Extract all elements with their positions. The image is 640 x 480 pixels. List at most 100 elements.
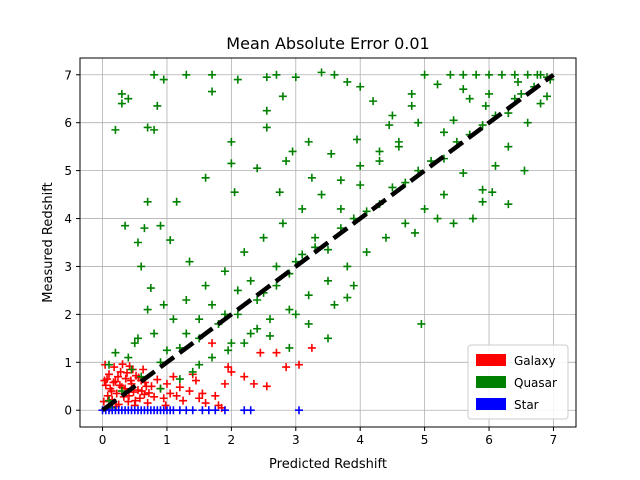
data-point-quasar xyxy=(208,300,217,309)
data-point-quasar xyxy=(282,157,291,166)
data-point-quasar xyxy=(298,204,307,213)
data-point-galaxy xyxy=(282,363,291,372)
data-point-quasar xyxy=(162,346,171,355)
data-point-quasar xyxy=(465,94,474,103)
data-point-quasar xyxy=(201,173,210,182)
data-point-galaxy xyxy=(133,386,142,395)
data-point-quasar xyxy=(246,329,255,338)
x-tick-label: 7 xyxy=(550,433,558,447)
data-point-quasar xyxy=(224,346,233,355)
data-point-galaxy xyxy=(211,391,220,400)
data-point-galaxy xyxy=(131,396,140,405)
data-point-quasar xyxy=(356,180,365,189)
data-point-galaxy xyxy=(144,388,153,397)
data-point-quasar xyxy=(208,87,217,96)
data-point-quasar xyxy=(410,228,419,237)
data-point-galaxy xyxy=(159,394,168,403)
data-point-quasar xyxy=(140,224,149,233)
data-point-quasar xyxy=(291,73,300,82)
data-point-quasar xyxy=(459,70,468,79)
data-point-quasar xyxy=(182,329,191,338)
data-point-quasar xyxy=(304,291,313,300)
data-point-quasar xyxy=(185,257,194,266)
data-point-quasar xyxy=(159,75,168,84)
data-point-quasar xyxy=(449,219,458,228)
data-point-quasar xyxy=(385,121,394,130)
data-point-quasar xyxy=(220,267,229,276)
data-point-galaxy xyxy=(137,387,146,396)
data-point-quasar xyxy=(491,161,500,170)
data-point-quasar xyxy=(375,147,384,156)
data-point-quasar xyxy=(375,157,384,166)
data-point-quasar xyxy=(104,360,113,369)
data-point-quasar xyxy=(175,375,184,384)
data-point-galaxy xyxy=(162,379,171,388)
data-point-galaxy xyxy=(107,387,116,396)
x-tick-label: 0 xyxy=(99,433,107,447)
data-point-quasar xyxy=(520,166,529,175)
data-point-quasar xyxy=(240,248,249,257)
data-point-quasar xyxy=(278,92,287,101)
data-point-quasar xyxy=(343,262,352,271)
data-point-galaxy xyxy=(179,396,188,405)
data-point-quasar xyxy=(485,70,494,79)
data-point-quasar xyxy=(233,310,242,319)
data-point-quasar xyxy=(324,245,332,254)
data-point-galaxy xyxy=(116,367,125,376)
data-point-quasar xyxy=(182,296,191,305)
data-points xyxy=(98,68,555,415)
series-quasar xyxy=(104,68,555,412)
legend: Galaxy Quasar Star xyxy=(467,344,569,420)
data-point-quasar xyxy=(514,77,523,86)
data-point-quasar xyxy=(394,137,403,146)
data-point-quasar xyxy=(208,70,217,79)
data-point-galaxy xyxy=(256,348,265,357)
data-point-quasar xyxy=(343,293,352,302)
data-point-star xyxy=(295,406,304,415)
data-point-quasar xyxy=(233,75,242,84)
data-point-quasar xyxy=(133,334,142,343)
data-point-quasar xyxy=(504,200,513,209)
data-point-quasar xyxy=(459,169,468,178)
x-tick-label: 3 xyxy=(292,433,300,447)
data-point-quasar xyxy=(133,238,142,247)
data-point-quasar xyxy=(278,219,287,228)
data-point-quasar xyxy=(150,70,159,79)
data-point-quasar xyxy=(381,233,390,242)
data-point-quasar xyxy=(362,248,371,257)
data-point-quasar xyxy=(195,360,204,369)
data-point-quasar xyxy=(369,97,378,106)
data-point-quasar xyxy=(536,99,545,108)
data-point-quasar xyxy=(317,68,326,77)
x-tick-label: 4 xyxy=(356,433,364,447)
data-point-quasar xyxy=(311,233,320,242)
data-point-quasar xyxy=(188,367,197,376)
y-tick-label: 7 xyxy=(64,68,72,82)
data-point-quasar xyxy=(349,281,358,290)
data-point-quasar xyxy=(111,125,120,134)
data-point-quasar xyxy=(307,173,316,182)
chart-title: Mean Absolute Error 0.01 xyxy=(226,34,429,53)
data-point-galaxy xyxy=(198,389,207,398)
data-point-quasar xyxy=(330,70,339,79)
data-point-quasar xyxy=(156,221,165,230)
data-point-quasar xyxy=(143,197,152,206)
data-point-quasar xyxy=(201,281,210,290)
x-axis-label: Predicted Redshift xyxy=(269,457,387,472)
data-point-quasar xyxy=(230,188,239,197)
data-point-galaxy xyxy=(224,363,233,372)
data-point-quasar xyxy=(111,348,120,357)
x-tick-label: 5 xyxy=(421,433,429,447)
data-point-quasar xyxy=(266,331,275,340)
data-point-galaxy xyxy=(135,394,144,403)
data-point-galaxy xyxy=(114,372,123,381)
data-point-quasar xyxy=(195,315,204,324)
data-point-quasar xyxy=(253,296,262,305)
data-point-quasar xyxy=(150,125,159,134)
data-point-quasar xyxy=(478,197,487,206)
data-point-quasar xyxy=(156,384,165,393)
data-point-quasar xyxy=(356,161,365,170)
legend-label: Quasar xyxy=(514,376,557,390)
data-point-quasar xyxy=(253,164,262,173)
data-point-galaxy xyxy=(139,365,148,374)
